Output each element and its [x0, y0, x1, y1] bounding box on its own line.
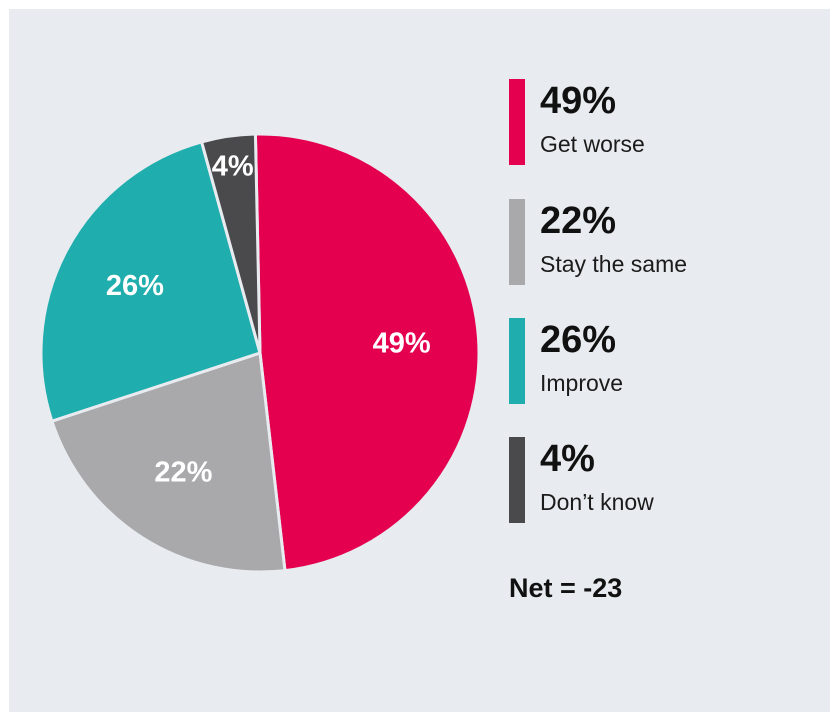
- pie-slice-get-worse: [253, 132, 481, 573]
- legend-item-improve: 26% Improve: [509, 318, 809, 404]
- pie-chart: 49% 22% 26% 4%: [39, 132, 481, 574]
- legend-value-stay-the-same: 22%: [540, 200, 617, 242]
- legend-label-get-worse: Get worse: [540, 131, 645, 157]
- pie-slice-improve: [39, 140, 262, 423]
- legend-swatch-stay-the-same: [509, 199, 525, 285]
- pie-slice-label-don-t-know: 4%: [212, 151, 254, 183]
- pie-slices: [39, 132, 481, 574]
- pie-slice-stay-the-same: [50, 351, 287, 574]
- legend-label-stay-the-same: Stay the same: [540, 251, 688, 277]
- legend-swatch-dont-know: [509, 437, 525, 523]
- legend-item-dont-know: 4% Don’t know: [509, 437, 809, 523]
- legend-value-improve: 26%: [540, 319, 617, 361]
- legend-swatch-get-worse: [509, 79, 525, 165]
- legend-label-improve: Improve: [540, 370, 624, 396]
- legend-value-get-worse: 49%: [540, 80, 617, 122]
- legend-item-stay-the-same: 22% Stay the same: [509, 199, 809, 285]
- legend-label-dont-know: Don’t know: [540, 489, 654, 515]
- pie-slice-label-get-worse: 49%: [373, 327, 431, 359]
- pie-slice-don-t-know: [200, 132, 262, 355]
- pie-slice-label-improve: 26%: [106, 270, 164, 302]
- legend-item-get-worse: 49% Get worse: [509, 79, 809, 165]
- legend-value-dont-know: 4%: [540, 438, 595, 480]
- pie-slice-labels: 49% 22% 26% 4%: [106, 151, 431, 489]
- net-score: Net = -23: [509, 573, 623, 603]
- pie-slice-label-stay-the-same: 22%: [154, 457, 212, 489]
- legend-swatch-improve: [509, 318, 525, 404]
- chart-panel: 49% 22% 26% 4% 49% Get worse 22% Stay the s…: [9, 9, 830, 712]
